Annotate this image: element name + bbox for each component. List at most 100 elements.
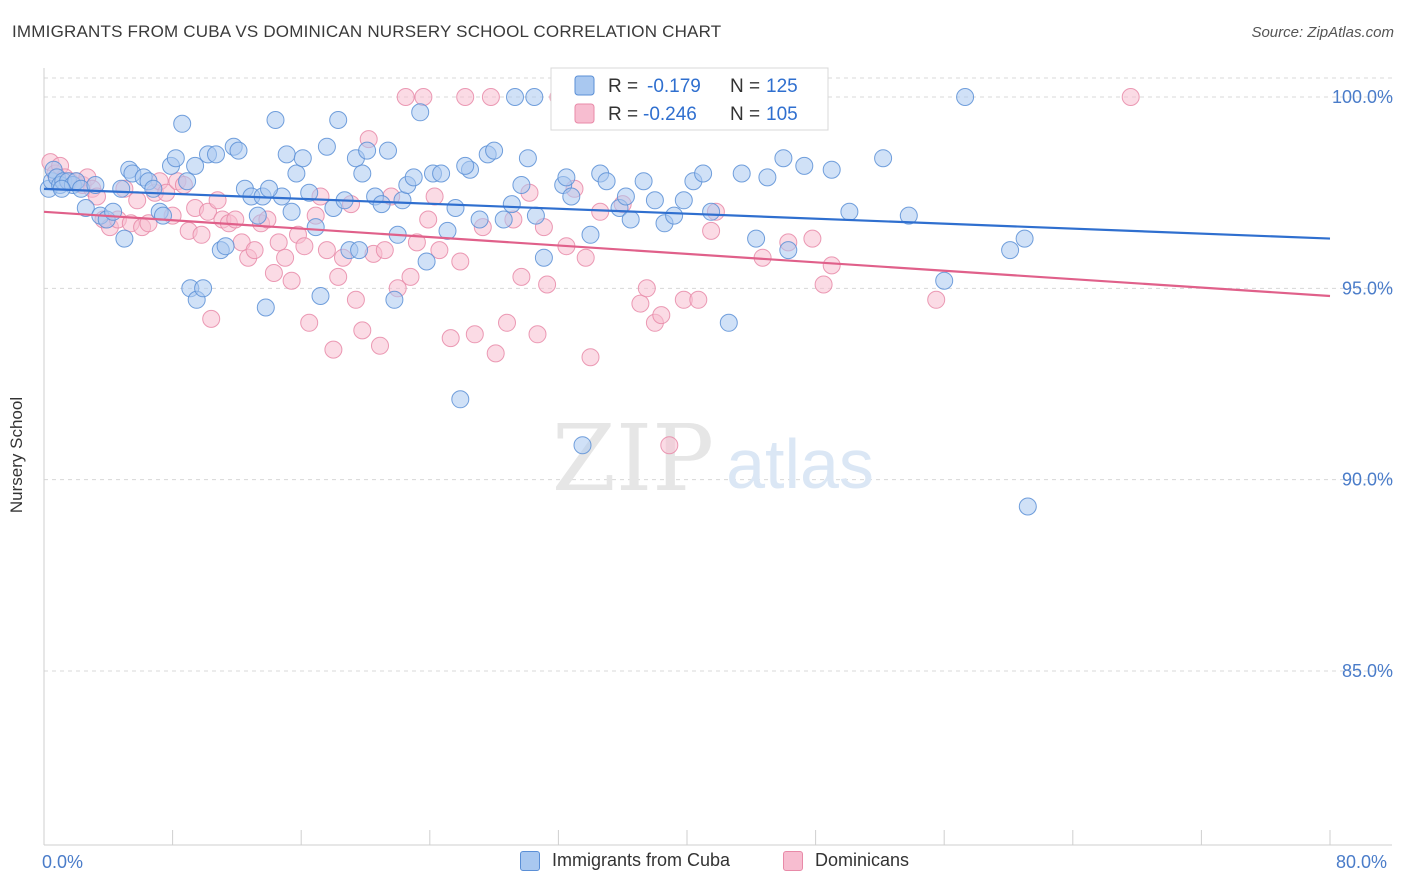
grid-layer — [44, 77, 1392, 672]
dominicans-point — [591, 202, 610, 221]
cuba-point — [311, 287, 330, 305]
legend-n-label: N = — [730, 76, 760, 97]
watermark-atlas: atlas — [726, 425, 874, 503]
cuba-point — [512, 176, 531, 194]
cuba-points — [39, 88, 1037, 516]
cuba-point — [385, 290, 404, 309]
dominicans-point — [451, 252, 470, 271]
dominicans-point — [512, 267, 531, 286]
cuba-point — [372, 195, 391, 214]
dominicans-point — [528, 325, 547, 344]
cuba-point — [451, 390, 470, 409]
dominicans-point — [814, 275, 833, 294]
dominicans-point — [329, 267, 348, 286]
cuba-point — [379, 141, 397, 160]
y-tick-label: 85.0% — [1342, 661, 1393, 681]
cuba-point — [186, 156, 205, 175]
axis-layer — [43, 68, 1392, 846]
cuba-point — [277, 145, 296, 164]
cuba-point — [300, 183, 319, 202]
cuba-point — [393, 191, 412, 210]
cuba-point — [518, 149, 537, 168]
cuba-point — [1001, 241, 1020, 260]
legend-n-value-cuba: 125 — [766, 76, 798, 97]
cuba-point — [485, 141, 504, 160]
dominicans-point — [425, 187, 444, 206]
legend-swatch-cuba — [520, 850, 540, 871]
cuba-point — [534, 248, 553, 267]
dominicans-point — [456, 88, 475, 106]
cuba-point — [557, 168, 576, 187]
cuba-point — [779, 241, 798, 260]
y-tick-label: 100.0% — [1332, 87, 1393, 107]
source-label: Source: ZipAtlas.com — [1251, 24, 1394, 41]
dominicans-point — [264, 264, 283, 282]
cuba-point — [76, 199, 95, 217]
watermark: ZIP atlas — [552, 405, 874, 512]
dominicans-point — [317, 241, 336, 260]
dominicans-point — [199, 202, 217, 221]
dominicans-point — [192, 225, 211, 244]
cuba-point — [597, 172, 616, 191]
dominicans-point — [481, 88, 500, 106]
cuba-point — [1018, 497, 1037, 516]
cuba-point — [317, 137, 336, 156]
cuba-point — [719, 313, 738, 332]
dominicans-point — [631, 294, 650, 313]
cuba-point — [502, 195, 521, 214]
series-legend: Immigrants from Cuba Dominicans — [0, 850, 1406, 878]
dominicans-point — [346, 290, 365, 309]
dominicans-point — [581, 348, 600, 367]
dominicans-point — [282, 271, 301, 290]
dominicans-point — [300, 313, 319, 332]
cuba-point — [795, 156, 814, 175]
cuba-point — [216, 237, 235, 256]
cuba-point — [526, 206, 545, 225]
dominicans-point — [689, 290, 708, 309]
dominicans-point — [295, 237, 314, 256]
cuba-point — [256, 298, 275, 317]
dominicans-point — [1121, 88, 1140, 106]
cuba-point — [173, 114, 192, 133]
x-tick-label-max: 80.0% — [1336, 852, 1388, 872]
cuba-point — [248, 206, 267, 225]
cuba-point — [154, 206, 172, 225]
cuba-point — [353, 164, 372, 183]
cuba-point — [432, 164, 451, 183]
cuba-point — [438, 221, 457, 240]
cuba-point — [470, 210, 489, 229]
dominicans-point — [414, 88, 433, 106]
dominicans-point — [245, 241, 264, 260]
legend-n-value-dominicans: 105 — [766, 104, 798, 125]
cuba-point — [694, 164, 713, 183]
cuba-point — [494, 210, 513, 229]
cuba-point — [956, 88, 975, 106]
cuba-point — [665, 206, 684, 225]
cuba-trend-line — [43, 187, 1331, 240]
legend-n-label: N = — [730, 104, 760, 125]
dominicans-point — [652, 306, 671, 325]
cuba-point — [702, 202, 721, 221]
dominicans-point — [465, 325, 484, 344]
cuba-point — [935, 271, 954, 290]
cuba-point — [293, 149, 312, 168]
stats-legend: R = -0.179 N = 125 R = -0.246 N = 105 — [550, 67, 829, 131]
dominicans-point — [927, 290, 946, 309]
cuba-point — [621, 210, 640, 229]
y-tick-label: 95.0% — [1342, 278, 1393, 298]
cuba-point — [822, 160, 841, 179]
cuba-point — [404, 168, 423, 187]
dominicans-trend-line — [43, 210, 1331, 298]
dominicans-point — [419, 210, 438, 229]
legend-item-cuba: Immigrants from Cuba — [520, 850, 730, 871]
x-tick-label-min: 0.0% — [42, 852, 84, 872]
cuba-point — [573, 436, 592, 455]
cuba-point — [329, 111, 348, 129]
cuba-point — [634, 172, 653, 191]
cuba-point — [506, 88, 524, 106]
dominicans-point — [375, 241, 394, 260]
cuba-point — [144, 179, 163, 198]
dominicans-point — [324, 340, 343, 359]
dominicans-point — [538, 275, 557, 294]
dominicans-point — [269, 233, 288, 252]
